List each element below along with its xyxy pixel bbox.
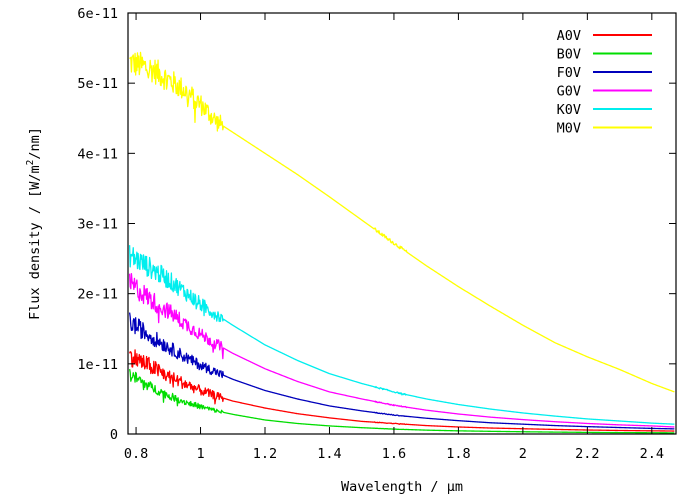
legend-label-b0v: B0V [557, 47, 581, 63]
series-line-m0v [129, 51, 675, 393]
legend-label-m0v: M0V [557, 121, 581, 137]
series-layer [128, 51, 675, 434]
x-axis-label: Wavelength / μm [341, 479, 463, 495]
x-tick-label: 2.4 [640, 446, 664, 462]
legend-label-k0v: K0V [557, 102, 581, 118]
x-tick-label: 1.4 [317, 446, 341, 462]
series-line-b0v [128, 368, 675, 434]
x-tick-label: 1.2 [253, 446, 277, 462]
y-tick-label: 6e-11 [77, 6, 118, 22]
ticks-layer: 0.8 1 1.2 1.4 1.6 1.8 2 2.2 2.4 0 1e-11 2e-11 3e-11 4… [77, 6, 676, 462]
x-tick-label: 1 [196, 446, 204, 462]
legend: A0V B0V F0V G0V K0V M0V [557, 28, 652, 137]
series-line-g0v [128, 273, 675, 428]
x-tick-label: 2 [519, 446, 527, 462]
y-tick-label: 4e-11 [77, 146, 118, 162]
y-tick-label: 0 [110, 427, 118, 443]
x-tick-label: 1.8 [446, 446, 470, 462]
y-axis-label-superscript: 2 [25, 160, 36, 166]
y-axis-label-main: Flux density / [W/m [27, 165, 43, 319]
y-tick-label: 3e-11 [77, 217, 118, 233]
legend-label-f0v: F0V [557, 65, 581, 81]
legend-label-a0v: A0V [557, 28, 581, 44]
series-line-f0v [128, 312, 675, 430]
y-tick-label: 5e-11 [77, 76, 118, 92]
series-line-k0v [128, 245, 675, 425]
y-tick-label: 1e-11 [77, 357, 118, 373]
x-tick-label: 0.8 [124, 446, 148, 462]
x-tick-label: 1.6 [382, 446, 406, 462]
series-line-a0v [129, 349, 675, 432]
plot-frame [127, 12, 677, 435]
y-axis-label: Flux density / [W/m2/nm] [25, 127, 43, 320]
y-tick-label: 2e-11 [77, 287, 118, 303]
y-axis-label-tail: /nm] [27, 127, 43, 160]
x-tick-label: 2.2 [575, 446, 599, 462]
legend-label-g0v: G0V [557, 84, 581, 100]
